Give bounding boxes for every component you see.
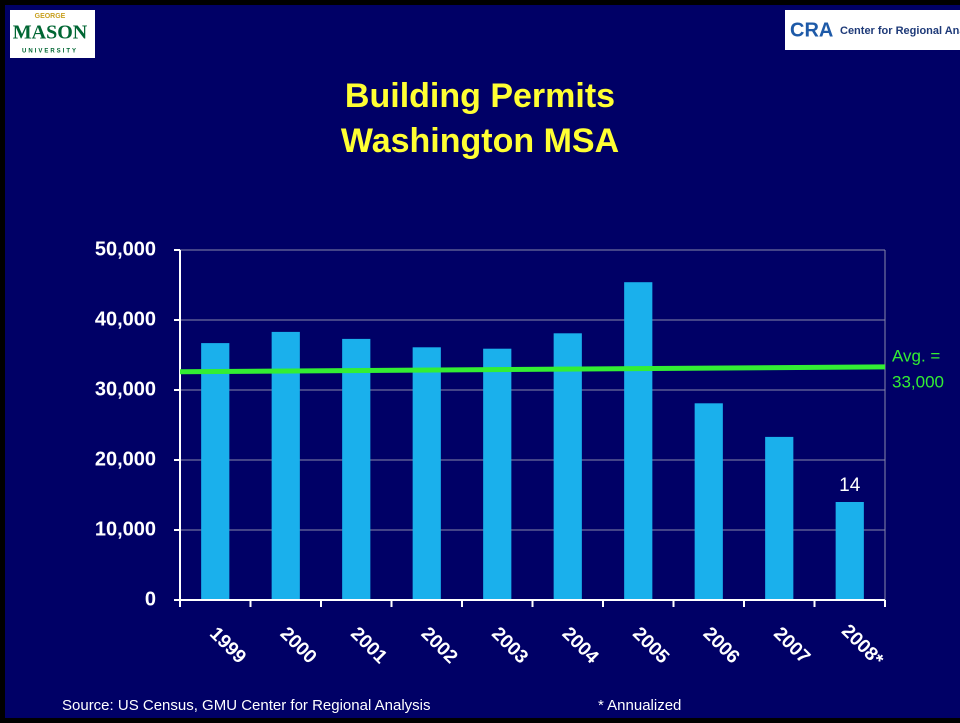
bar: [483, 348, 512, 600]
bar: [412, 347, 441, 600]
bar: [835, 502, 864, 600]
logo-text: UNIVERSITY: [22, 49, 78, 55]
y-tick-label: 50,000: [95, 238, 156, 260]
left-logo: [10, 10, 95, 58]
y-tick-label: 40,000: [95, 308, 156, 330]
trend-line: [179, 364, 886, 375]
logo-text: MASON: [13, 22, 88, 44]
annotation: Avg. =: [892, 346, 940, 365]
data-label: 14: [839, 475, 861, 496]
bar: [694, 403, 723, 600]
y-tick-label: 10,000: [95, 518, 156, 540]
logo-text: CRA: [790, 19, 833, 41]
y-tick-label: 30,000: [95, 378, 156, 400]
logo-text: Center for Regional Analys: [840, 25, 960, 37]
bar: [765, 436, 794, 600]
bar: [271, 331, 300, 600]
bar: [624, 282, 653, 600]
bar: [201, 343, 230, 600]
chart-title: Washington MSA: [341, 122, 619, 160]
chart-title: Building Permits: [345, 77, 615, 115]
right-logo: [785, 10, 960, 50]
footnote: * Annualized: [598, 697, 681, 714]
bar: [342, 338, 371, 600]
y-tick-label: 0: [145, 588, 156, 610]
source-note: Source: US Census, GMU Center for Region…: [62, 697, 431, 714]
logo-text: GEORGE: [35, 13, 66, 20]
y-tick-label: 20,000: [95, 448, 156, 470]
annotation: 33,000: [892, 372, 944, 391]
bar: [553, 333, 582, 600]
